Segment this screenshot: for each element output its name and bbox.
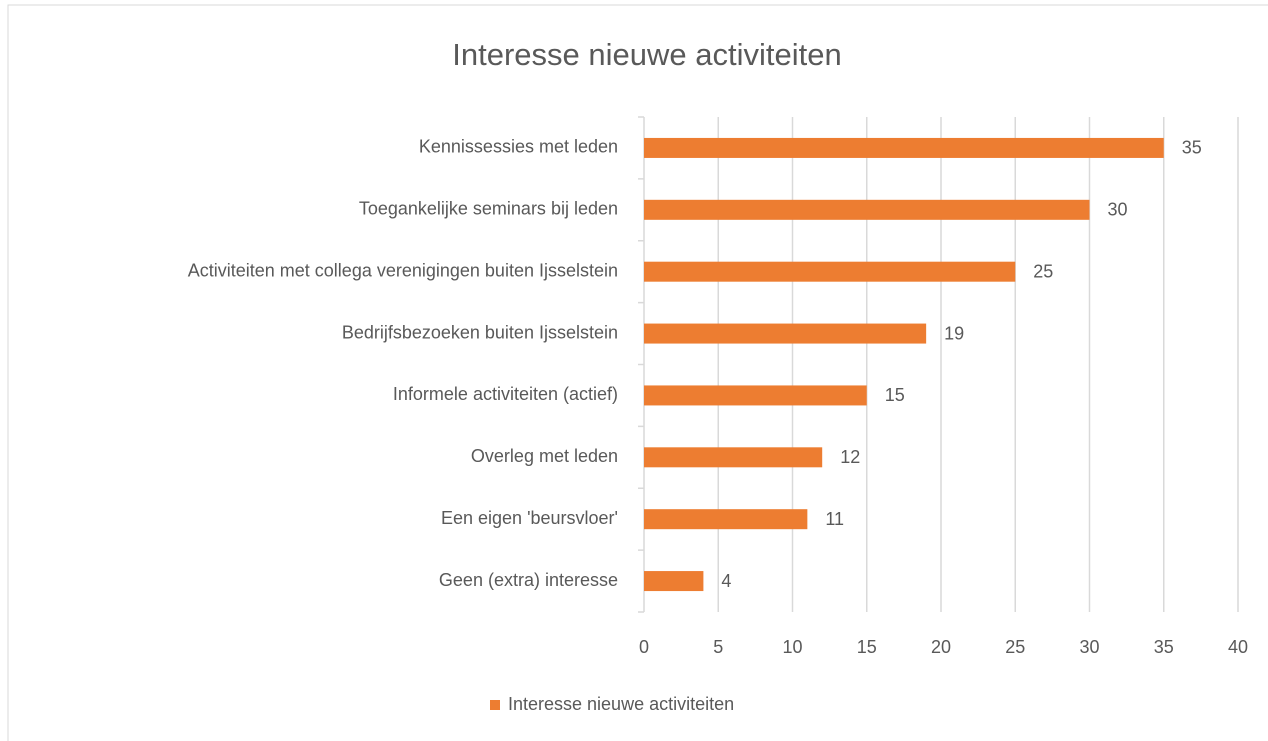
bar: [644, 509, 808, 530]
y-tick-label: Geen (extra) interesse: [439, 570, 618, 590]
data-label: 4: [721, 571, 731, 591]
x-tick-label: 25: [1005, 637, 1025, 657]
x-tick-label: 40: [1228, 637, 1248, 657]
data-label: 11: [825, 509, 844, 529]
y-tick-label: Activiteiten met collega verenigingen bu…: [188, 260, 618, 280]
y-tick-label: Toegankelijke seminars bij leden: [359, 199, 618, 219]
x-tick-label: 10: [782, 637, 802, 657]
data-label: 30: [1108, 200, 1128, 220]
bar: [644, 137, 1164, 158]
bar: [644, 261, 1016, 282]
y-tick-label: Informele activiteiten (actief): [393, 384, 618, 404]
x-tick-label: 35: [1154, 637, 1174, 657]
x-tick-label: 5: [713, 637, 723, 657]
data-label: 12: [840, 447, 860, 467]
x-tick-label: 15: [857, 637, 877, 657]
y-tick-label: Een eigen 'beursvloer': [441, 508, 618, 528]
chart-border: [7, 4, 1268, 741]
bar: [644, 571, 704, 592]
y-tick-label: Kennissessies met leden: [419, 137, 618, 157]
x-tick-label: 0: [639, 637, 649, 657]
legend-label: Interesse nieuwe activiteiten: [508, 694, 734, 714]
bar: [644, 323, 927, 344]
bar: [644, 385, 867, 406]
data-label: 25: [1033, 261, 1053, 281]
y-tick-label: Overleg met leden: [471, 446, 618, 466]
data-label: 19: [944, 323, 964, 343]
y-tick-label: Bedrijfsbezoeken buiten Ijsselstein: [342, 322, 618, 342]
x-tick-label: 20: [931, 637, 951, 657]
data-label: 15: [885, 385, 905, 405]
x-tick-label: 30: [1079, 637, 1099, 657]
legend-swatch: [490, 700, 500, 710]
data-label: 35: [1182, 138, 1202, 158]
chart-title: Interesse nieuwe activiteiten: [452, 37, 841, 72]
bar: [644, 447, 823, 468]
bar: [644, 199, 1090, 220]
